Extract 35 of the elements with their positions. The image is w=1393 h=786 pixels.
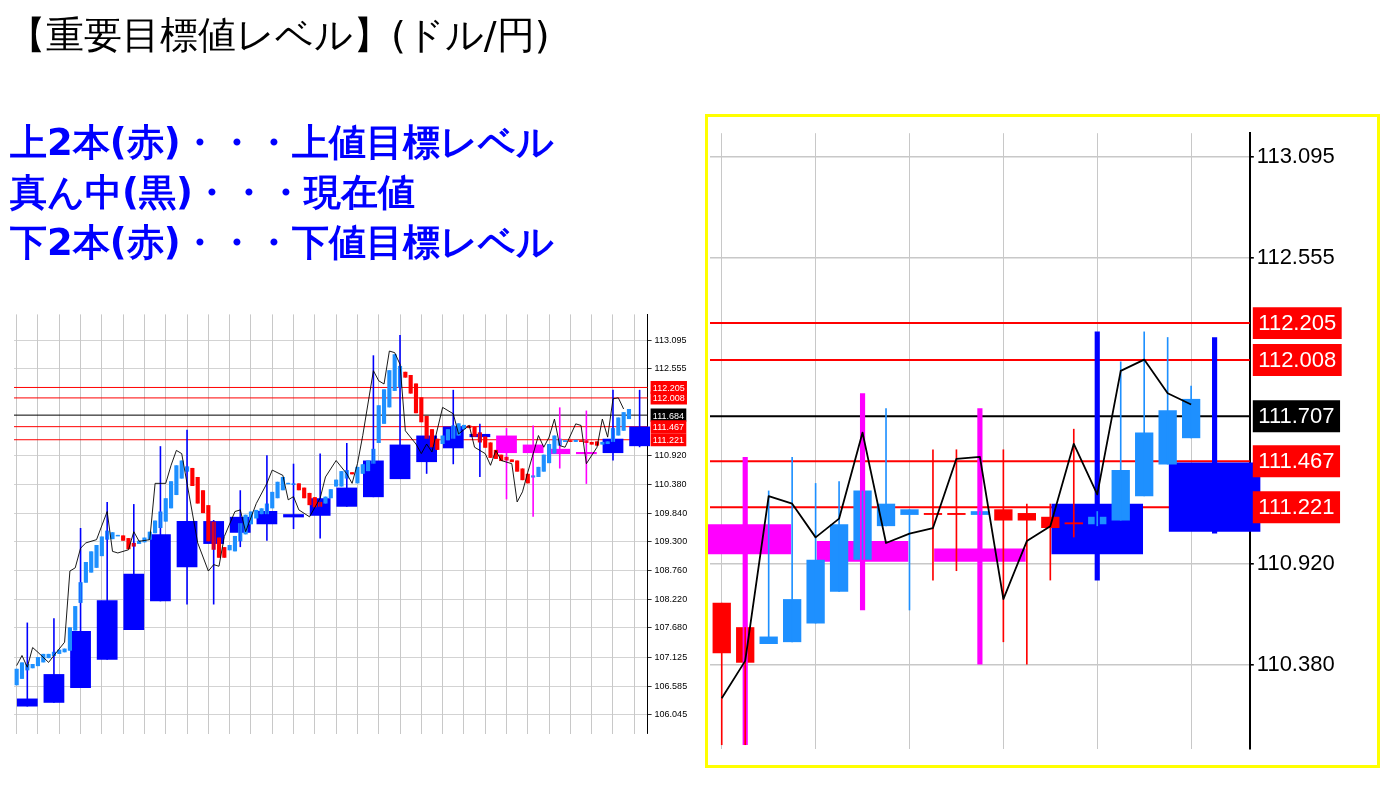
- chart-title: 【重要目標値レベル】(ドル/円): [8, 12, 550, 59]
- candlestick: [900, 508, 919, 612]
- y-tick-label: 106.045: [654, 709, 688, 720]
- candlestick: [355, 466, 360, 484]
- y-tick-label: 108.220: [654, 593, 688, 604]
- candlestick: [1158, 336, 1177, 466]
- ref-line-label: 111.221: [1258, 494, 1335, 520]
- y-tick-label: 113.095: [1256, 142, 1335, 168]
- ref-line-label: 111.684: [652, 410, 685, 421]
- text: 下2本(赤)・・・下値目標レベル: [10, 220, 554, 266]
- candlestick: [806, 482, 825, 625]
- y-tick-label: 107.680: [654, 622, 688, 633]
- ref-line-label: 111.467: [1258, 448, 1335, 474]
- ref-line-label: 112.205: [1258, 310, 1337, 336]
- y-tick-label: 113.095: [654, 334, 687, 345]
- y-tick-label: 110.920: [654, 450, 687, 461]
- y-tick-label: 112.555: [654, 363, 687, 374]
- ref-line-label: 111.467: [652, 422, 685, 433]
- y-tick-label: 107.125: [654, 651, 688, 662]
- y-tick-label: 109.840: [654, 507, 688, 518]
- text: 真ん中(黒)・・・現在値: [10, 170, 415, 216]
- ref-line-label: 112.205: [652, 382, 685, 393]
- ref-line-label: 112.008: [1258, 347, 1337, 373]
- candlestick: [629, 389, 650, 449]
- ref-line-label: 111.221: [652, 435, 685, 446]
- y-tick-label: 106.585: [654, 680, 688, 691]
- text: 上2本(赤)・・・上値目標レベル: [10, 120, 554, 166]
- y-tick-label: 108.760: [654, 564, 688, 575]
- y-tick-label: 109.300: [654, 536, 688, 547]
- y-tick-label: 112.555: [1256, 243, 1335, 269]
- y-tick-label: 110.920: [1256, 549, 1335, 575]
- ref-line-label: 111.707: [1258, 403, 1335, 429]
- y-tick-label: 110.380: [1256, 650, 1335, 676]
- y-tick-label: 110.380: [654, 478, 687, 489]
- ref-line-label: 112.008: [652, 393, 685, 404]
